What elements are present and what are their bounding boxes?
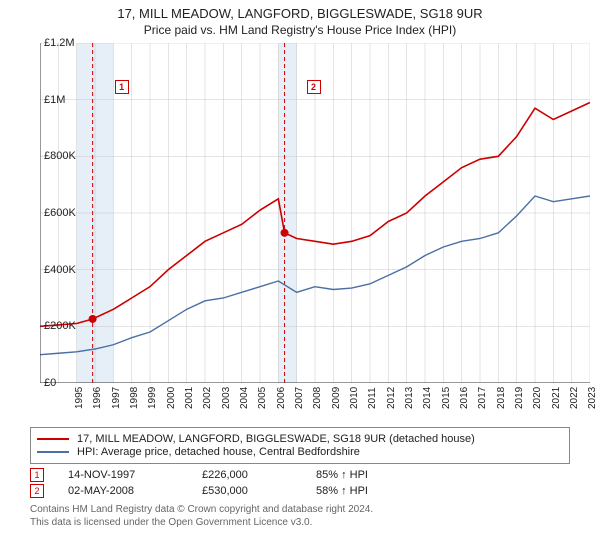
y-axis-labels: £0£200K£400K£600K£800K£1M£1.2M [40, 43, 80, 423]
legend-swatch [37, 438, 69, 440]
y-tick-label: £400K [44, 264, 76, 276]
legend-label: 17, MILL MEADOW, LANGFORD, BIGGLESWADE, … [77, 433, 475, 445]
y-tick-label: £600K [44, 207, 76, 219]
legend: 17, MILL MEADOW, LANGFORD, BIGGLESWADE, … [30, 427, 570, 464]
page-subtitle: Price paid vs. HM Land Registry's House … [0, 21, 600, 37]
event-price: £226,000 [202, 469, 292, 481]
chart-area: £0£200K£400K£600K£800K£1M£1.2M 199519961… [40, 43, 590, 423]
x-tick-label: 2016 [459, 387, 470, 409]
x-tick-label: 2022 [569, 387, 580, 409]
x-tick-label: 1999 [147, 387, 158, 409]
event-price: £530,000 [202, 485, 292, 497]
chart-marker-2: 2 [307, 80, 321, 94]
legend-swatch [37, 451, 69, 453]
event-row: 1 14-NOV-1997 £226,000 85% ↑ HPI [30, 468, 570, 482]
event-date: 14-NOV-1997 [68, 469, 178, 481]
x-tick-label: 2015 [441, 387, 452, 409]
event-marker: 1 [30, 468, 44, 482]
y-tick-label: £0 [44, 377, 56, 389]
event-pct: 58% ↑ HPI [316, 485, 368, 497]
x-tick-label: 2005 [257, 387, 268, 409]
x-tick-label: 2007 [294, 387, 305, 409]
x-tick-label: 2010 [349, 387, 360, 409]
x-tick-label: 2023 [587, 387, 598, 409]
y-tick-label: £1M [44, 94, 65, 106]
events-table: 1 14-NOV-1997 £226,000 85% ↑ HPI 2 02-MAY-200… [30, 468, 570, 498]
x-tick-label: 2001 [184, 387, 195, 409]
x-tick-label: 2017 [477, 387, 488, 409]
y-tick-label: £200K [44, 320, 76, 332]
x-tick-label: 2009 [331, 387, 342, 409]
y-tick-label: £1.2M [44, 37, 75, 49]
x-axis-labels: 1995199619971998199920002001200220032004… [80, 383, 580, 423]
x-tick-label: 2011 [367, 387, 378, 409]
event-marker: 2 [30, 484, 44, 498]
legend-row: 17, MILL MEADOW, LANGFORD, BIGGLESWADE, … [37, 433, 563, 445]
x-tick-label: 2021 [551, 387, 562, 409]
x-tick-label: 2018 [496, 387, 507, 409]
x-tick-label: 2014 [422, 387, 433, 409]
y-tick-label: £800K [44, 150, 76, 162]
x-tick-label: 1998 [129, 387, 140, 409]
x-tick-label: 1997 [111, 387, 122, 409]
event-pct: 85% ↑ HPI [316, 469, 368, 481]
x-tick-label: 2008 [312, 387, 323, 409]
page-title: 17, MILL MEADOW, LANGFORD, BIGGLESWADE, … [0, 0, 600, 21]
x-tick-label: 2020 [532, 387, 543, 409]
x-tick-label: 2002 [202, 387, 213, 409]
x-tick-label: 2004 [239, 387, 250, 409]
x-tick-label: 2000 [166, 387, 177, 409]
x-tick-label: 2003 [221, 387, 232, 409]
chart-marker-1: 1 [115, 80, 129, 94]
x-tick-label: 2012 [386, 387, 397, 409]
legend-label: HPI: Average price, detached house, Cent… [77, 446, 360, 458]
x-tick-label: 2013 [404, 387, 415, 409]
chart-svg [40, 43, 590, 383]
footer-line-1: Contains HM Land Registry data © Crown c… [30, 504, 570, 517]
legend-row: HPI: Average price, detached house, Cent… [37, 446, 563, 458]
event-row: 2 02-MAY-2008 £530,000 58% ↑ HPI [30, 484, 570, 498]
x-tick-label: 2006 [276, 387, 287, 409]
x-tick-label: 1995 [74, 387, 85, 409]
x-tick-label: 2019 [514, 387, 525, 409]
footer-line-2: This data is licensed under the Open Gov… [30, 517, 570, 530]
x-tick-label: 1996 [92, 387, 103, 409]
event-date: 02-MAY-2008 [68, 485, 178, 497]
